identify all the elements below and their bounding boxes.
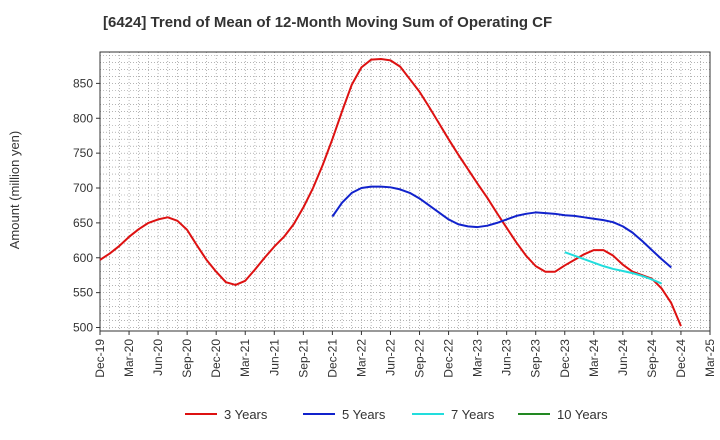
x-tick-label: Sep-24 <box>645 339 659 378</box>
x-tick-label: Jun-22 <box>383 339 397 376</box>
x-tick-label: Mar-23 <box>471 339 485 377</box>
x-tick-label: Mar-22 <box>354 339 368 377</box>
x-tick-label: Dec-20 <box>209 339 223 378</box>
x-tick-label: Sep-20 <box>180 339 194 378</box>
x-tick-label: Jun-20 <box>151 339 165 376</box>
y-tick-label: 500 <box>73 321 93 335</box>
y-tick-label: 650 <box>73 216 93 230</box>
x-tick-label: Jun-24 <box>616 339 630 376</box>
y-tick-label: 850 <box>73 76 93 90</box>
y-tick-label: 550 <box>73 286 93 300</box>
x-tick-label: Mar-20 <box>122 339 136 377</box>
series-lines <box>99 57 682 327</box>
x-tick-label: Sep-21 <box>296 339 310 378</box>
x-tick-label: Dec-19 <box>93 339 107 378</box>
x-tick-label: Dec-23 <box>558 339 572 378</box>
series-line-7-years <box>564 251 662 285</box>
y-tick-label: 600 <box>73 251 93 265</box>
legend-label: 10 Years <box>557 407 608 422</box>
legend-label: 3 Years <box>224 407 268 422</box>
y-tick-label: 800 <box>73 111 93 125</box>
x-tick-label: Sep-22 <box>413 339 427 378</box>
y-axis-ticks: 500 550 600 650 700 750 800 850 <box>73 76 100 335</box>
chart-title: [6424] Trend of Mean of 12-Month Moving … <box>103 14 552 31</box>
x-tick-label: Jun-21 <box>267 339 281 376</box>
x-tick-label: Mar-24 <box>587 339 601 377</box>
series-line-3-years <box>99 57 682 327</box>
series-line-5-years <box>331 185 672 269</box>
legend: 3 Years 5 Years 7 Years 10 Years <box>185 407 608 422</box>
y-tick-label: 750 <box>73 146 93 160</box>
legend-label: 5 Years <box>342 407 386 422</box>
x-tick-label: Jun-23 <box>500 339 514 376</box>
x-tick-label: Mar-25 <box>703 339 717 377</box>
plot-border <box>99 51 711 332</box>
x-tick-label: Mar-21 <box>238 339 252 377</box>
x-axis-ticks: Dec-19 Mar-20 Jun-20 Sep-20 Dec-20 Mar-21 Jun-… <box>93 331 717 378</box>
x-tick-label: Dec-21 <box>325 339 339 378</box>
x-tick-label: Dec-22 <box>442 339 456 378</box>
x-tick-label: Dec-24 <box>674 339 688 378</box>
legend-label: 7 Years <box>451 407 495 422</box>
y-axis-label: Amount (million yen) <box>7 131 22 250</box>
y-tick-label: 700 <box>73 181 93 195</box>
x-tick-label: Sep-23 <box>529 339 543 378</box>
